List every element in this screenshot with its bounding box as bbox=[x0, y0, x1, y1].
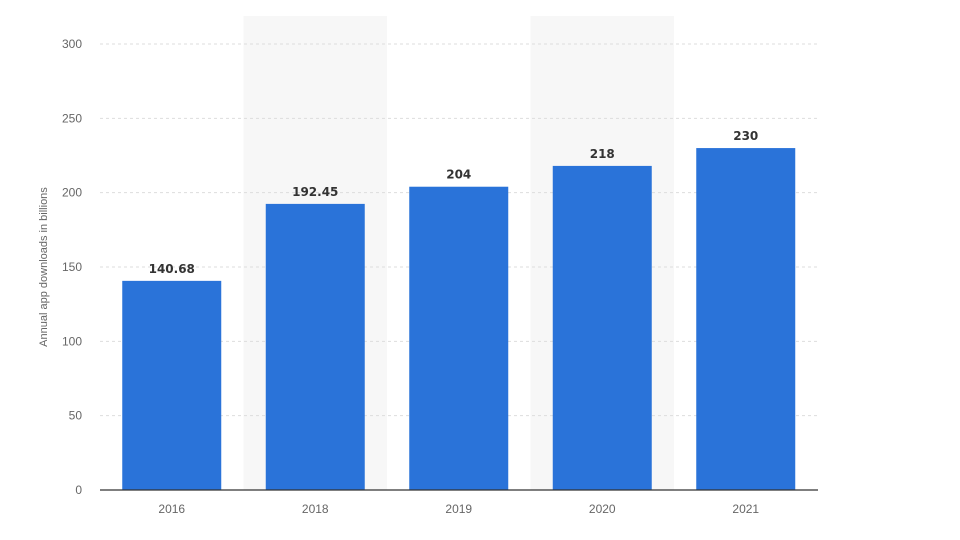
data-label: 204 bbox=[446, 168, 471, 182]
x-tick-label: 2020 bbox=[589, 502, 616, 516]
x-tick-label: 2018 bbox=[302, 502, 329, 516]
data-label: 230 bbox=[733, 129, 758, 143]
bar-2019 bbox=[409, 186, 509, 490]
data-label: 140.68 bbox=[149, 262, 195, 276]
data-label: 192.45 bbox=[292, 185, 338, 199]
y-tick-label: 300 bbox=[62, 37, 82, 51]
data-label: 218 bbox=[590, 147, 615, 161]
x-tick-label: 2016 bbox=[158, 502, 185, 516]
x-axis-ticks: 2016 2018 2019 2020 2021 bbox=[158, 502, 759, 516]
y-tick-label: 0 bbox=[75, 483, 82, 497]
data-labels: 140.68 192.45 204 218 230 bbox=[149, 129, 759, 276]
y-tick-label: 150 bbox=[62, 260, 82, 274]
y-tick-label: 50 bbox=[69, 409, 83, 423]
y-tick-label: 200 bbox=[62, 186, 82, 200]
bars bbox=[122, 148, 796, 491]
bar-2018 bbox=[265, 203, 365, 491]
bar-2021 bbox=[696, 148, 796, 491]
bar-2016 bbox=[122, 280, 222, 490]
y-tick-label: 250 bbox=[62, 111, 82, 125]
y-axis-ticks: 0 50 100 150 200 250 300 bbox=[62, 37, 82, 497]
y-tick-label: 100 bbox=[62, 334, 82, 348]
y-axis-title: Annual app downloads in billions bbox=[38, 187, 50, 347]
x-tick-label: 2019 bbox=[445, 502, 472, 516]
bar-2020 bbox=[552, 165, 652, 490]
x-tick-label: 2021 bbox=[732, 502, 759, 516]
